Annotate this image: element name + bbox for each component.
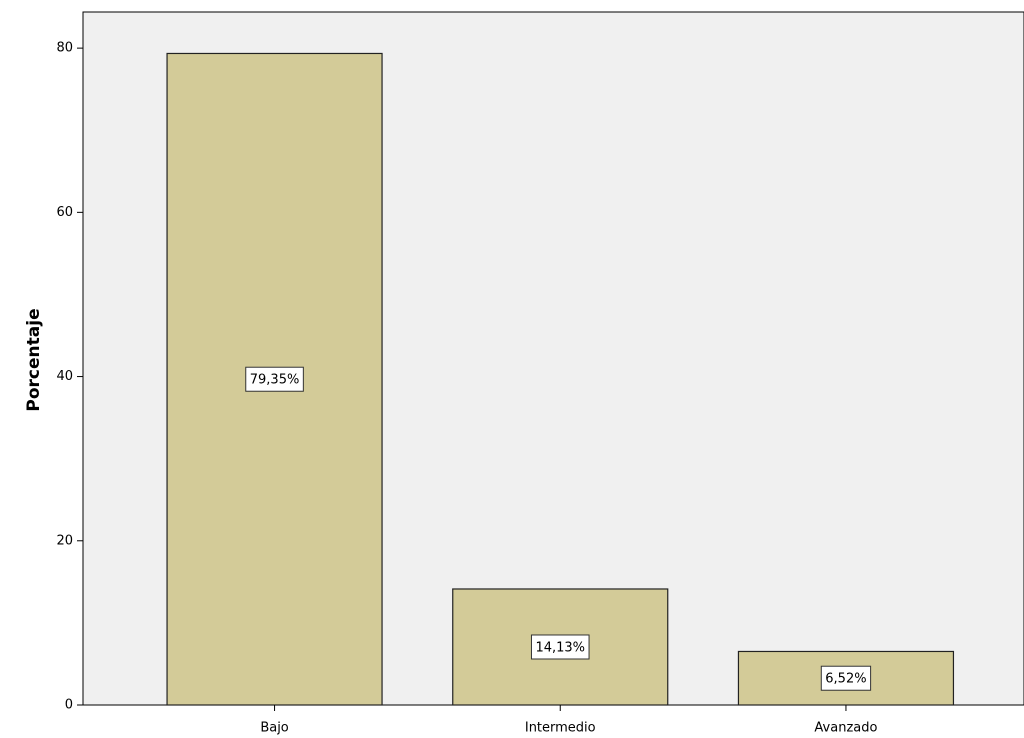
value-label: 79,35%: [250, 373, 300, 388]
value-label: 14,13%: [535, 640, 585, 655]
chart: Porcentaje 0 20 40 60 80 79,35% Bajo 14,13% Inte…: [0, 0, 1024, 738]
x-tick-label: Avanzado: [814, 721, 877, 736]
y-tick-label: 40: [56, 369, 73, 384]
y-tick-label: 60: [56, 205, 73, 220]
y-tick-label: 80: [56, 41, 73, 56]
y-tick-label: 0: [65, 698, 73, 713]
y-tick-label: 20: [56, 533, 73, 548]
y-axis-label: Porcentaje: [24, 308, 44, 411]
x-tick-label: Bajo: [260, 721, 288, 736]
value-label: 6,52%: [825, 672, 866, 687]
page: Porcentaje 0 20 40 60 80 79,35% Bajo 14,13% Inte…: [0, 0, 1024, 738]
x-tick-label: Intermedio: [525, 721, 596, 736]
